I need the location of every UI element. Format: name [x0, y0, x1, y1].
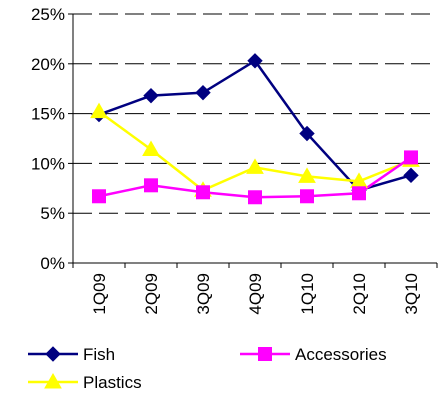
x-tick-label: 1Q09 — [90, 273, 109, 315]
accessories-point — [300, 189, 314, 204]
y-tick-label: 20% — [31, 55, 65, 74]
y-tick-label: 5% — [40, 204, 65, 223]
accessories-point — [92, 189, 106, 204]
accessories-point — [404, 150, 418, 165]
y-tick-label: 25% — [31, 5, 65, 24]
legend: Fish Plastics Accessories — [28, 345, 387, 392]
x-tick-label: 2Q09 — [142, 273, 161, 315]
accessories-point — [248, 190, 262, 205]
x-tick-label: 3Q09 — [194, 273, 213, 315]
legend-fish-label: Fish — [83, 345, 115, 364]
fish-point — [143, 87, 159, 104]
gridlines — [73, 13, 437, 214]
x-tick-label: 2Q10 — [350, 273, 369, 315]
y-tick-label: 0% — [40, 254, 65, 273]
y-axis-ticks: 0% 5% 10% 15% 20% 25% — [31, 5, 73, 273]
y-tick-label: 10% — [31, 154, 65, 173]
series-group — [90, 53, 420, 205]
x-tick-label: 1Q10 — [298, 273, 317, 315]
x-tick-label: 3Q10 — [402, 273, 421, 315]
accessories-point — [352, 186, 366, 201]
legend-plastics-marker — [44, 372, 62, 389]
accessories-point — [196, 185, 210, 200]
plastics-point — [90, 102, 108, 119]
y-tick-label: 15% — [31, 105, 65, 124]
fish-point — [403, 167, 419, 184]
legend-plastics-label: Plastics — [83, 373, 142, 392]
x-axis-ticks: 1Q09 2Q09 3Q09 4Q09 1Q10 2Q10 3Q10 — [72, 263, 438, 315]
axes — [72, 14, 437, 264]
legend-fish-marker — [45, 346, 61, 362]
accessories-point — [144, 178, 158, 193]
plastics-point — [246, 158, 264, 174]
legend-accessories-marker — [258, 347, 272, 361]
plastics-point — [298, 167, 316, 183]
x-tick-label: 4Q09 — [246, 273, 265, 315]
fish-point — [299, 125, 315, 142]
legend-accessories-label: Accessories — [295, 345, 387, 364]
fish-point — [247, 53, 263, 69]
plastics-point — [142, 140, 160, 156]
fish-point — [195, 84, 211, 101]
